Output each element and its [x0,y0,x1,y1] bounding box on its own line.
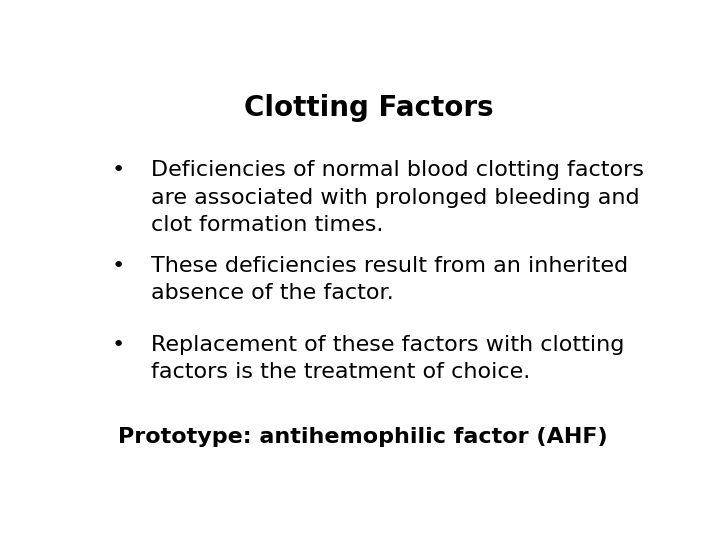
Text: These deficiencies result from an inherited
absence of the factor.: These deficiencies result from an inheri… [151,256,629,303]
Text: Deficiencies of normal blood clotting factors
are associated with prolonged blee: Deficiencies of normal blood clotting fa… [151,160,644,235]
Text: •: • [112,335,125,355]
Text: Replacement of these factors with clotting
factors is the treatment of choice.: Replacement of these factors with clotti… [151,335,625,382]
Text: Clotting Factors: Clotting Factors [244,94,494,122]
Text: •: • [112,256,125,276]
Text: •: • [112,160,125,180]
Text: Prototype: antihemophilic factor (AHF): Prototype: antihemophilic factor (AHF) [118,427,608,447]
